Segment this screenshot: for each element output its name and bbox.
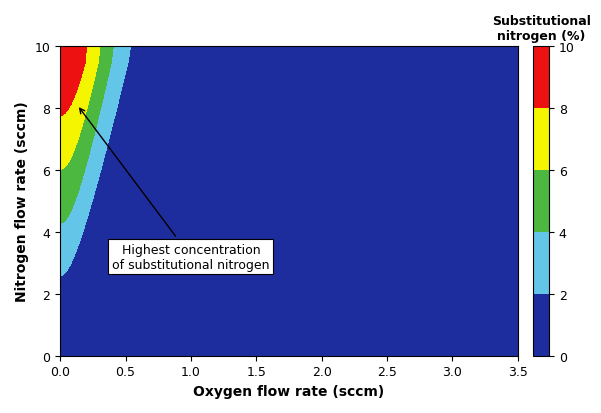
- Title: Substitutional
nitrogen (%): Substitutional nitrogen (%): [492, 15, 591, 43]
- Y-axis label: Nitrogen flow rate (sccm): Nitrogen flow rate (sccm): [15, 101, 29, 301]
- X-axis label: Oxygen flow rate (sccm): Oxygen flow rate (sccm): [194, 384, 385, 398]
- Text: Highest concentration
of substitutional nitrogen: Highest concentration of substitutional …: [80, 109, 270, 271]
